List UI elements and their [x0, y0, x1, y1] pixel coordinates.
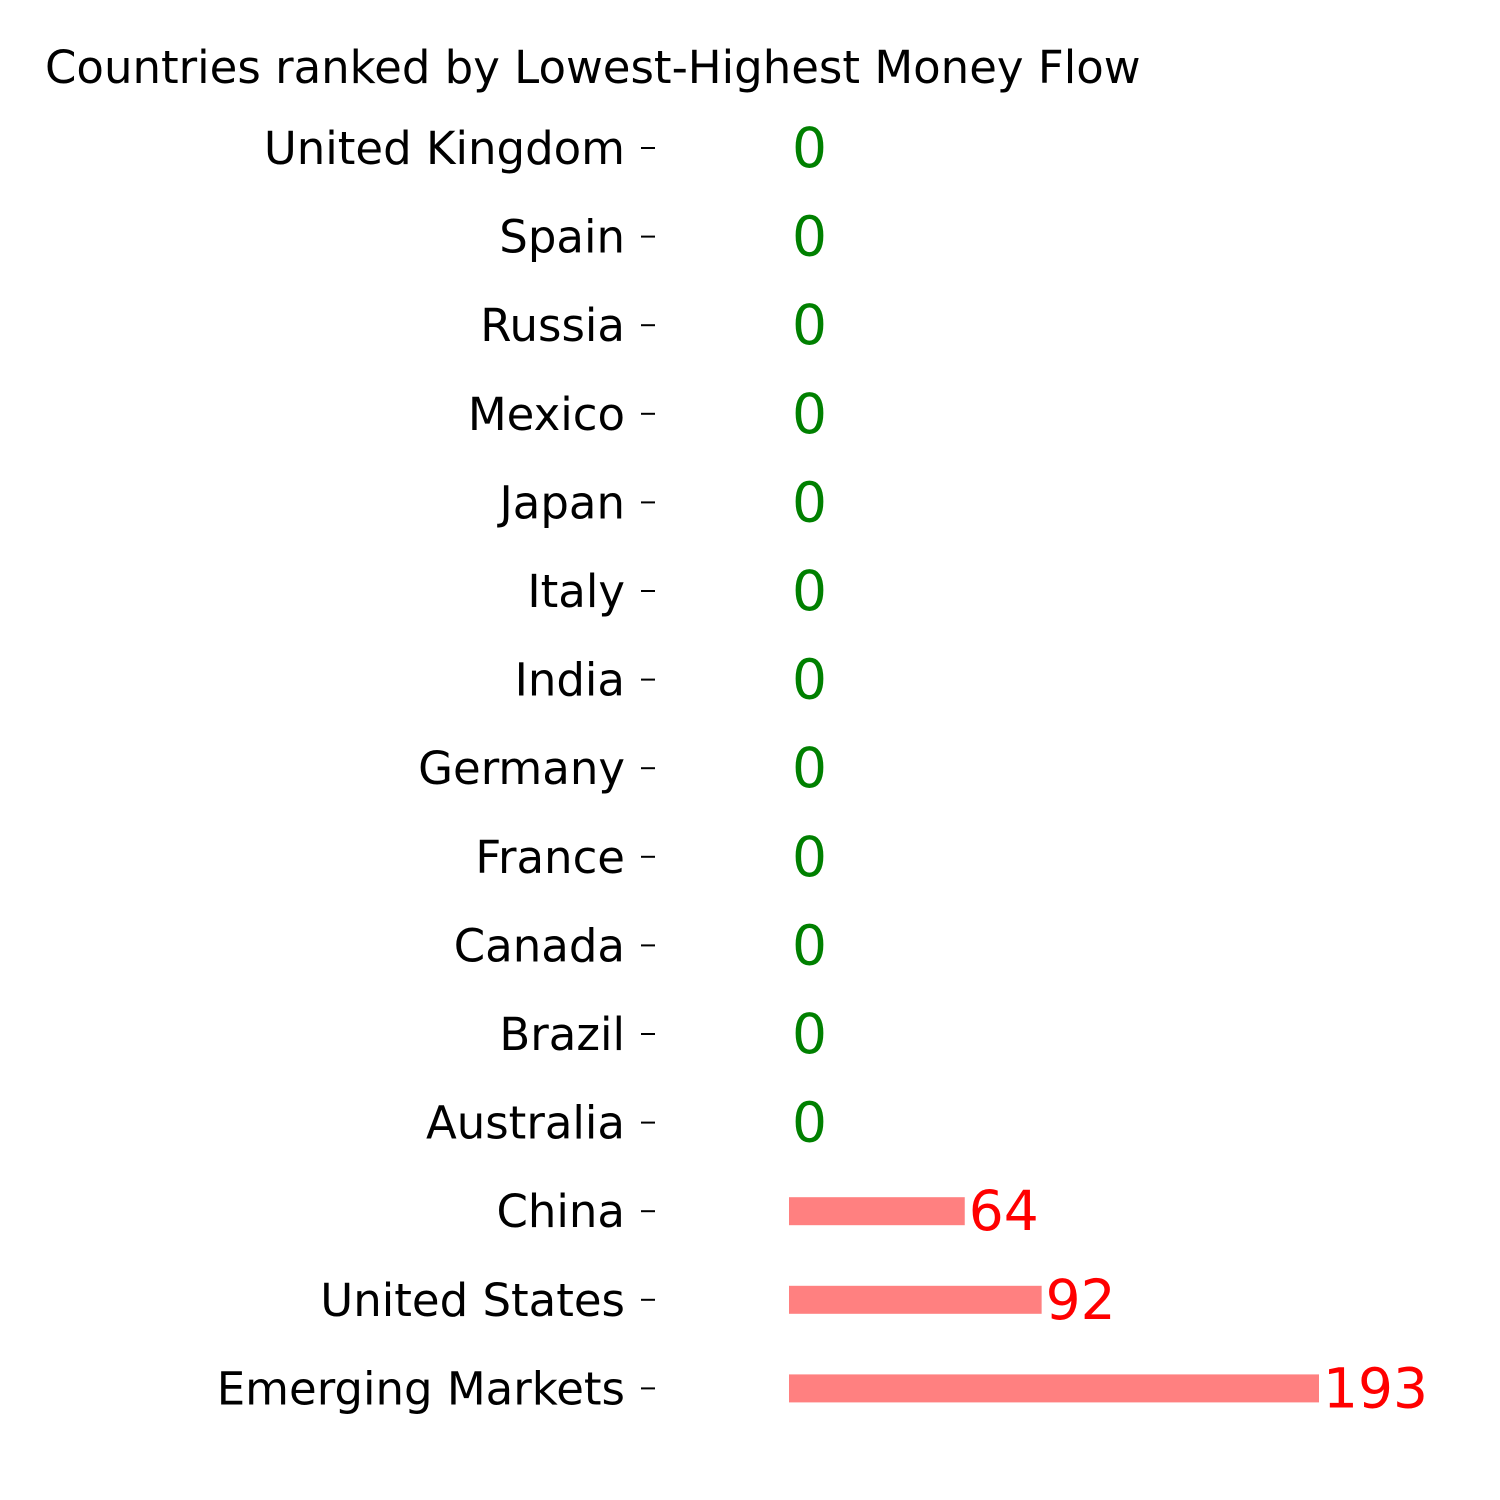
bar-emerging-markets	[789, 1374, 1319, 1403]
value-label-russia: 0	[792, 293, 827, 357]
value-label-mexico: 0	[792, 382, 827, 446]
y-tick-label-brazil: Brazil	[499, 1008, 625, 1061]
y-tick-label-japan: Japan	[496, 476, 625, 529]
y-tick-label-united-states: United States	[320, 1274, 625, 1327]
value-label-emerging-markets: 193	[1323, 1356, 1428, 1420]
value-label-france: 0	[792, 825, 827, 889]
value-label-brazil: 0	[792, 1002, 827, 1066]
y-tick-label-canada: Canada	[454, 919, 625, 972]
y-tick-label-australia: Australia	[426, 1097, 625, 1150]
y-tick-label-france: France	[475, 831, 625, 884]
value-label-germany: 0	[792, 736, 827, 800]
y-tick-label-russia: Russia	[480, 299, 625, 352]
value-label-italy: 0	[792, 559, 827, 623]
plot-area: United Kingdom 0 Spain 0 Russia 0 Mexico 0 Japan…	[217, 116, 1428, 1420]
value-label-united-kingdom: 0	[792, 116, 827, 180]
y-tick-label-united-kingdom: United Kingdom	[264, 122, 625, 175]
y-tick-label-germany: Germany	[418, 742, 625, 795]
bar-united-states	[789, 1285, 1042, 1314]
value-label-japan: 0	[792, 470, 827, 534]
y-tick-label-india: India	[515, 654, 625, 707]
y-tick-label-italy: Italy	[527, 565, 625, 618]
y-tick-label-china: China	[496, 1185, 625, 1238]
bar-china	[789, 1197, 965, 1226]
value-label-spain: 0	[792, 205, 827, 269]
value-label-united-states: 92	[1046, 1268, 1116, 1332]
value-label-india: 0	[792, 648, 827, 712]
y-tick-label-spain: Spain	[499, 211, 625, 264]
y-tick-label-emerging-markets: Emerging Markets	[217, 1362, 625, 1415]
value-label-australia: 0	[792, 1091, 827, 1155]
chart-title: Countries ranked by Lowest-Highest Money…	[45, 41, 1141, 94]
value-label-canada: 0	[792, 913, 827, 977]
y-tick-label-mexico: Mexico	[468, 388, 625, 441]
value-label-china: 64	[969, 1179, 1039, 1243]
